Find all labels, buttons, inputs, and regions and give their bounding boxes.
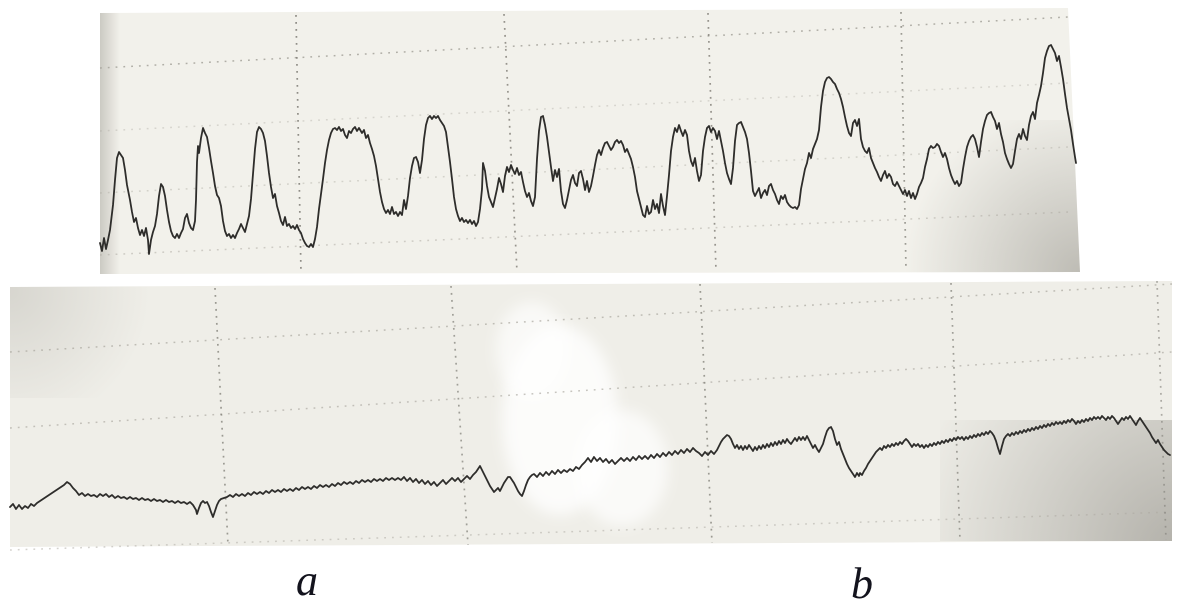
grid-vline — [1156, 280, 1167, 541]
grid-vline — [295, 14, 302, 274]
grid-hline — [99, 211, 1069, 256]
grid-hline — [99, 16, 1069, 69]
paper-b-corner-shadow — [940, 420, 1172, 541]
grid-vline — [950, 282, 961, 542]
paper-b-smudge — [576, 410, 668, 526]
trace-a-line — [99, 44, 1077, 255]
grid-vline — [450, 285, 469, 546]
grid-vline — [900, 11, 907, 271]
subfigure-label-b: b — [851, 559, 873, 608]
trace-b-line — [9, 415, 1171, 518]
grid-hline — [9, 511, 1173, 551]
grid-hline — [99, 82, 1069, 132]
paper-b-topleft-shade — [10, 281, 160, 398]
grid-vline — [699, 283, 713, 544]
grid-vline — [707, 12, 717, 272]
grid-hline — [99, 146, 1069, 194]
grid-vline — [503, 13, 518, 273]
paper-a — [100, 8, 1080, 274]
grid-vline — [214, 287, 229, 546]
paper-a-edge-shade — [100, 8, 122, 274]
paper-a-corner-shadow — [900, 120, 1080, 274]
paper-b-smudge — [496, 302, 568, 398]
subfigure-label-a: a — [296, 556, 318, 605]
